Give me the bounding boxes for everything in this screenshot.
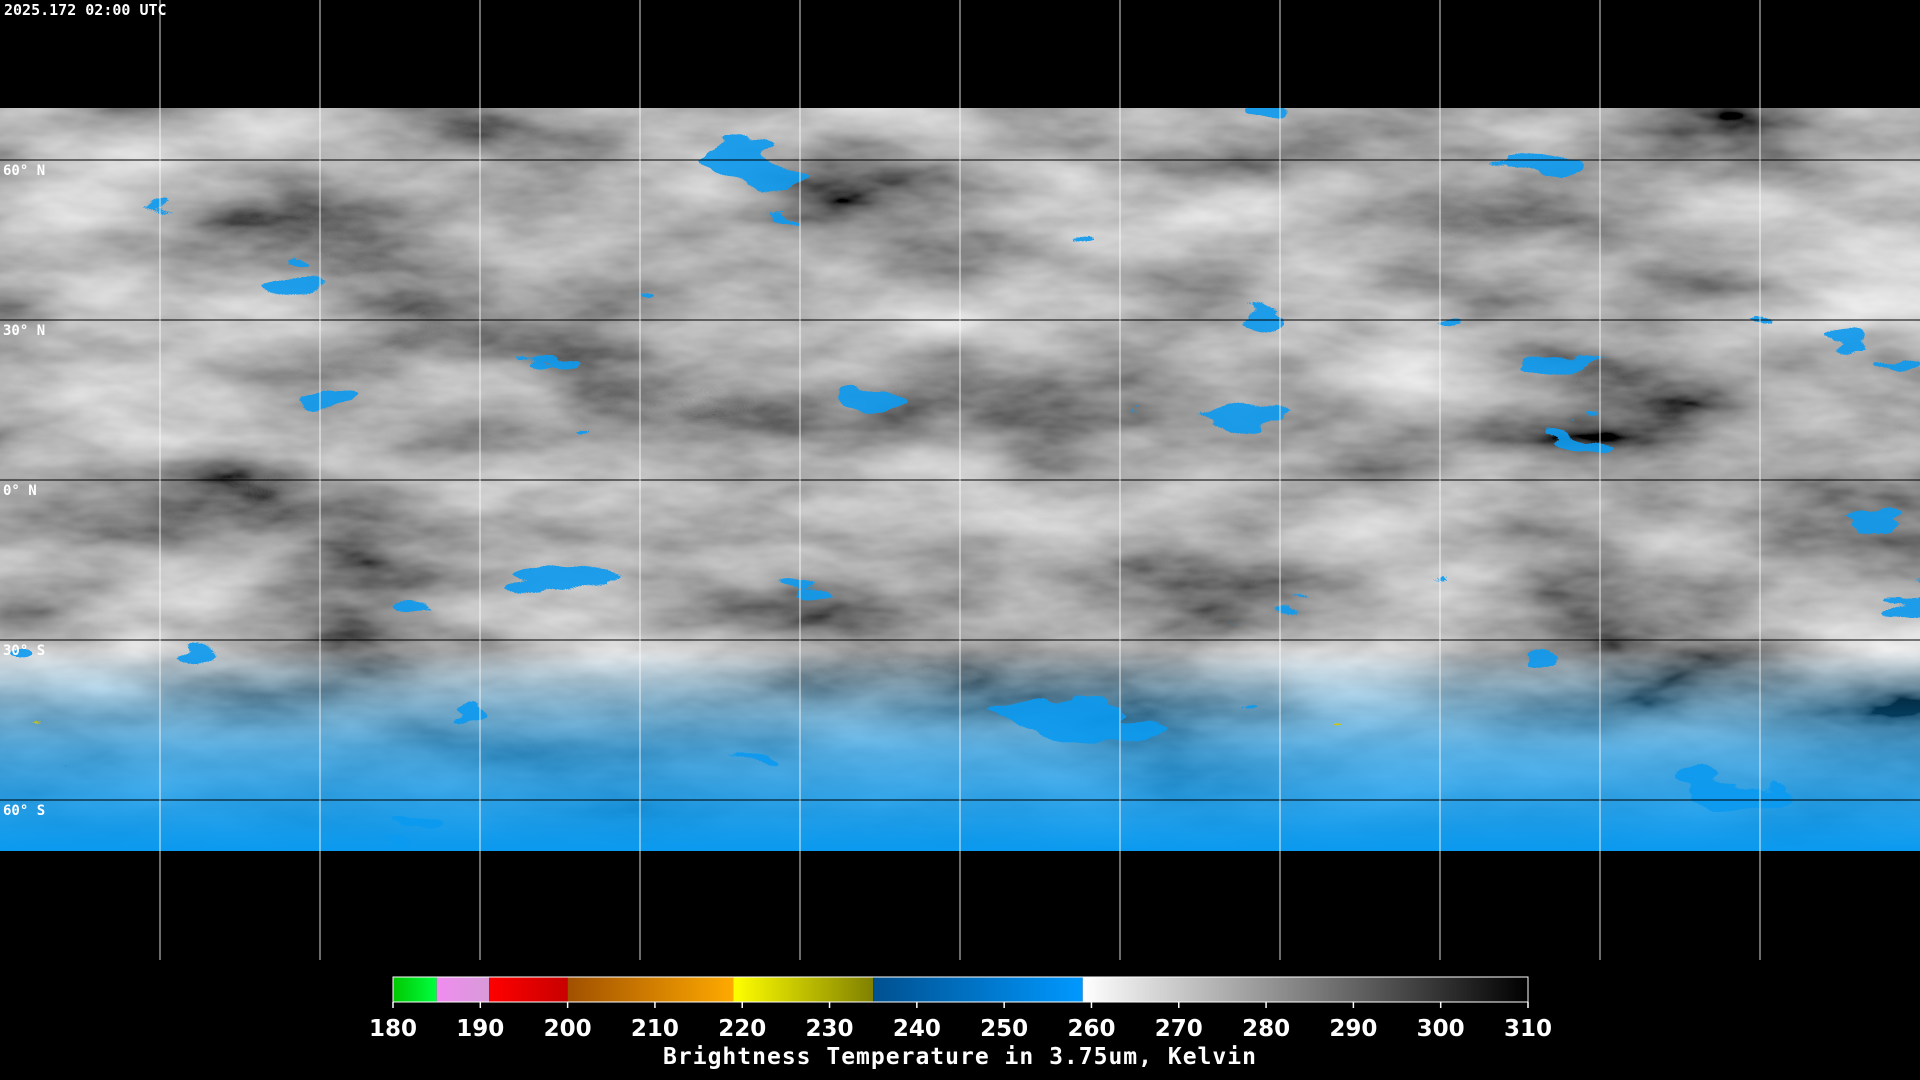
colorbar-tick-label: 310 <box>1504 1016 1552 1042</box>
colorbar-frame <box>392 976 1529 1003</box>
colorbar-tick-label: 190 <box>456 1016 504 1042</box>
colorbar-tick-label: 200 <box>544 1016 592 1042</box>
latitude-label: 60° S <box>3 803 45 819</box>
latitude-label: 0° N <box>3 483 37 499</box>
colorbar-tick-label: 270 <box>1155 1016 1203 1042</box>
colorbar-segment <box>436 977 490 1002</box>
colorbar-segment <box>393 977 437 1002</box>
colorbar-tick-label: 180 <box>369 1016 417 1042</box>
meridians <box>159 0 1761 960</box>
colorbar-tick-label: 240 <box>893 1016 941 1042</box>
colorbar-tick-label: 290 <box>1329 1016 1377 1042</box>
colorbar-tick-label: 220 <box>718 1016 766 1042</box>
latitude-label: 30° N <box>3 323 45 339</box>
colorbar-segment <box>489 977 568 1002</box>
colorbar-tick-label: 230 <box>806 1016 854 1042</box>
latitude-label: 60° N <box>3 163 45 179</box>
timestamp: 2025.172 02:00 UTC <box>4 1 167 19</box>
latitude-label: 30° S <box>3 643 45 659</box>
colorbar-tick-label: 250 <box>980 1016 1028 1042</box>
colorbar-tick-label: 280 <box>1242 1016 1290 1042</box>
colorbar-tick-label: 300 <box>1417 1016 1465 1042</box>
colorbar-segment <box>567 977 734 1002</box>
colorbar-segment <box>1082 977 1528 1002</box>
colorbar: 180 190 200 210 220 230 240 250 260 270 280 290 300 3… <box>369 976 1552 1042</box>
colorbar-segment <box>873 977 1083 1002</box>
colorbar-title: Brightness Temperature in 3.75um, Kelvin <box>663 1044 1257 1070</box>
colorbar-tick-label: 260 <box>1067 1016 1115 1042</box>
colorbar-tick-label: 210 <box>631 1016 679 1042</box>
colorbar-segment <box>733 977 874 1002</box>
latitude-labels: 60° N 30° N 0° N 30° S 60° S <box>3 163 45 819</box>
